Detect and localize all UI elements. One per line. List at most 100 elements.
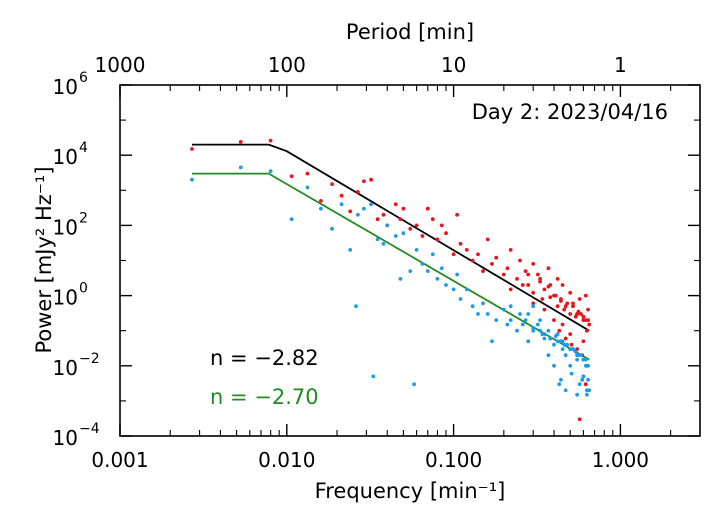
series-0-point xyxy=(435,237,440,242)
series-1-point xyxy=(412,382,416,387)
series-1-point xyxy=(526,339,531,344)
series-1-point xyxy=(538,328,542,333)
series-0-point xyxy=(420,234,425,238)
series-0-point xyxy=(520,283,525,287)
series-0-point xyxy=(190,147,194,151)
series-0-point xyxy=(557,328,562,333)
series-1-point xyxy=(451,287,456,292)
series-0-point xyxy=(540,297,545,301)
series-0-point xyxy=(476,252,480,257)
series-0-point xyxy=(581,339,586,344)
fit-label-black: n = −2.82 xyxy=(210,346,319,370)
series-0-point xyxy=(581,314,586,319)
x-tick-label: 0.010 xyxy=(258,448,315,472)
series-0-point xyxy=(408,226,413,231)
series-1-point xyxy=(586,363,590,368)
series-1-point xyxy=(560,347,565,351)
series-1-point xyxy=(515,328,519,333)
series-0-point xyxy=(560,322,565,327)
series-0-point xyxy=(393,202,398,207)
top-tick-label: 1 xyxy=(614,53,627,77)
series-0-point xyxy=(526,272,531,277)
series-0-point xyxy=(585,328,589,333)
series-1-point xyxy=(439,266,444,271)
series-0-point xyxy=(583,382,588,387)
series-1-point xyxy=(559,339,563,344)
series-1-point xyxy=(531,328,536,333)
series-1-point xyxy=(319,206,323,211)
series-1-point xyxy=(339,202,344,207)
series-0-point xyxy=(470,258,475,263)
series-0-point xyxy=(348,209,353,214)
series-1-point xyxy=(538,318,542,322)
series-1-point xyxy=(571,347,575,351)
series-1-point xyxy=(563,353,568,358)
series-0-point xyxy=(398,217,403,222)
series-0-point xyxy=(455,212,459,217)
series-0-point xyxy=(546,266,551,271)
series-0-point xyxy=(268,138,273,143)
top-tick-label: 10 xyxy=(441,53,466,77)
y-tick-label: 10 xyxy=(53,286,78,310)
series-0-point xyxy=(508,287,513,292)
series-1-point xyxy=(414,248,419,252)
series-0-point xyxy=(430,217,435,222)
series-0-point xyxy=(536,272,540,277)
series-0-point xyxy=(526,283,531,287)
x-axis-title: Frequency [min⁻¹] xyxy=(315,479,506,503)
series-1-point xyxy=(542,336,547,341)
series-1-point xyxy=(568,347,573,351)
series-1-point xyxy=(579,353,583,358)
series-0-point xyxy=(330,182,334,187)
series-1-point xyxy=(563,388,568,393)
series-1-point xyxy=(362,206,366,211)
fit-line-1 xyxy=(192,172,590,361)
series-0-point xyxy=(562,307,567,312)
series-1-point xyxy=(576,353,581,358)
plot-annotation: Day 2: 2023/04/16 xyxy=(472,100,668,124)
series-0-point xyxy=(546,284,551,289)
series-0-point xyxy=(451,252,456,257)
series-1-point xyxy=(585,392,589,397)
series-1-point xyxy=(536,322,540,327)
series-1-point xyxy=(586,377,590,382)
series-0-point xyxy=(577,417,582,422)
series-0-point xyxy=(560,283,565,287)
series-1-point xyxy=(455,272,459,277)
series-0-point xyxy=(439,223,444,228)
series-1-point xyxy=(458,297,463,301)
series-0-point xyxy=(485,237,490,242)
fit-line-0 xyxy=(192,143,590,332)
series-1-point xyxy=(520,322,525,327)
series-1-point xyxy=(568,363,573,368)
series-1-point xyxy=(508,304,513,309)
y-tick-label: 10 xyxy=(53,145,78,169)
series-1-point xyxy=(425,269,430,273)
series-1-point xyxy=(546,353,551,358)
y-tick-exponent: 4 xyxy=(79,140,88,156)
series-0-point xyxy=(538,277,542,281)
series-0-point xyxy=(571,304,575,309)
series-1-point xyxy=(565,342,570,347)
series-1-point xyxy=(587,388,592,393)
series-0-point xyxy=(563,336,568,341)
axis-ticks xyxy=(119,84,700,437)
plot-frame xyxy=(119,84,701,437)
series-1-point xyxy=(354,304,358,309)
series-1-point xyxy=(581,374,586,379)
series-0-point xyxy=(579,312,583,316)
series-1-point xyxy=(526,312,531,316)
series-1-point xyxy=(330,226,334,231)
series-0-point xyxy=(515,277,519,281)
x-tick-label: 0.100 xyxy=(425,448,482,472)
y-tick-exponent: 2 xyxy=(79,210,88,226)
series-1-point xyxy=(190,177,194,182)
series-1-point xyxy=(289,217,294,222)
series-1-point xyxy=(464,287,469,292)
series-1-point xyxy=(430,252,435,257)
series-0-point xyxy=(401,206,406,211)
series-1-point xyxy=(401,231,406,236)
series-1-point xyxy=(268,169,273,174)
series-1-point xyxy=(481,301,485,306)
